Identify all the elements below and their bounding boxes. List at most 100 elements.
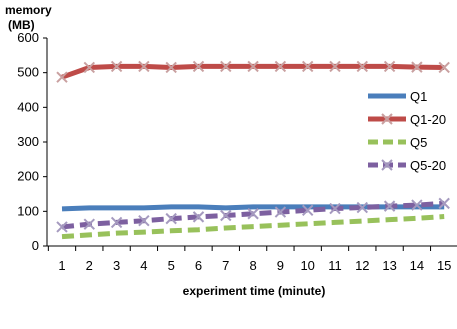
series-q5-20 — [56, 197, 450, 233]
data-point-q1-20-stroke-b — [220, 60, 232, 73]
legend-marker-q5-20 — [381, 159, 393, 171]
data-point-q1-20-stroke-b — [438, 61, 450, 74]
data-point-q5-20-stroke-b — [110, 216, 123, 229]
x-tick-label: 3 — [113, 258, 120, 273]
legend-marker-q5-20-stroke-b — [381, 159, 393, 171]
data-point-q1-20-stroke-b — [56, 71, 68, 83]
legend-item-q1: Q1 — [368, 89, 427, 104]
data-point-q5-20-stroke-b — [383, 200, 396, 212]
data-point-q1-20 — [165, 61, 177, 74]
series-q1-20 — [56, 60, 450, 83]
y-tick-label: 0 — [32, 238, 39, 253]
data-point-q1-20-stroke-b — [383, 60, 396, 73]
data-point-q5-20-stroke-b — [56, 221, 68, 233]
data-point-q1-20-stroke-b — [110, 60, 123, 73]
data-point-q5-20-stroke-b — [274, 206, 287, 218]
data-point-q1-20 — [83, 61, 96, 74]
y-axis-title-line1: memory — [5, 3, 52, 17]
x-tick-label: 7 — [222, 258, 229, 273]
data-point-q1-20 — [56, 71, 68, 83]
legend-item-q5: Q5 — [368, 135, 427, 150]
data-point-q1-20 — [383, 60, 396, 73]
data-point-q5-20 — [56, 221, 68, 233]
data-point-q5-20 — [274, 206, 287, 218]
data-point-q5-20-stroke-b — [165, 212, 177, 225]
y-tick-label: 300 — [17, 134, 39, 149]
data-point-q5-20 — [165, 212, 177, 225]
x-tick-label: 6 — [195, 258, 202, 273]
x-tick-label: 12 — [355, 258, 369, 273]
data-point-q1-20 — [438, 61, 450, 74]
legend-marker-q1-20 — [381, 113, 393, 125]
legend-item-q5-20: Q5-20 — [368, 158, 446, 173]
y-tick-label: 200 — [17, 169, 39, 184]
y-tick-label: 500 — [17, 65, 39, 80]
x-axis-title: experiment time (minute) — [183, 284, 326, 298]
data-point-q1-20 — [411, 61, 423, 73]
x-tick-label: 15 — [437, 258, 451, 273]
data-point-q5-20 — [138, 214, 150, 227]
y-tick-label: 100 — [17, 203, 39, 218]
data-point-q5-20-stroke-b — [83, 218, 96, 230]
x-tick-label: 10 — [300, 258, 314, 273]
legend-label-q5: Q5 — [410, 135, 427, 150]
legend-label-q1-20: Q1-20 — [410, 112, 446, 127]
x-tick-label: 9 — [277, 258, 284, 273]
data-point-q1-20 — [356, 60, 369, 73]
y-tick-label: 400 — [17, 99, 39, 114]
data-point-q5-20 — [192, 211, 205, 223]
series-q5 — [61, 214, 445, 240]
data-point-q1-20-stroke-b — [274, 60, 287, 73]
legend-label-q1: Q1 — [410, 89, 427, 104]
legend-marker-q1-20-stroke-b — [381, 113, 393, 125]
data-point-q5-20-stroke-b — [438, 197, 450, 210]
legend-item-q1-20: Q1-20 — [368, 112, 446, 127]
data-point-q5-20-stroke-b — [192, 211, 205, 223]
y-axis-title-line2: (MB) — [8, 18, 35, 32]
data-point-q5-20-stroke-b — [220, 209, 232, 222]
data-point-q1-20 — [329, 60, 341, 73]
data-point-q1-20 — [192, 60, 205, 73]
data-point-q1-20 — [220, 60, 232, 73]
data-point-q1-20-stroke-b — [192, 60, 205, 73]
data-point-q1-20-stroke-b — [247, 60, 259, 73]
data-point-q5-20-stroke-b — [411, 199, 423, 211]
data-point-q1-20-stroke-b — [329, 60, 341, 73]
x-tick-label: 2 — [86, 258, 93, 273]
data-point-q1-20-stroke-b — [411, 61, 423, 73]
data-point-q5-20 — [438, 197, 450, 210]
data-point-q5-20 — [83, 218, 96, 230]
x-tick-label: 8 — [249, 258, 256, 273]
data-point-q5-20-stroke-b — [329, 202, 341, 215]
x-tick-label: 5 — [168, 258, 175, 273]
data-point-q5-20-stroke-b — [247, 208, 259, 220]
legend-label-q5-20: Q5-20 — [410, 158, 446, 173]
x-tick-label: 1 — [58, 258, 65, 273]
series-layer — [56, 60, 450, 240]
data-point-q5-20 — [411, 199, 423, 211]
legend: Q1 Q1-20 Q5 Q5-20 — [368, 89, 446, 173]
data-point-q1-20-stroke-b — [138, 60, 150, 73]
x-tick-label: 14 — [410, 258, 424, 273]
y-tick-label: 600 — [17, 30, 39, 45]
data-point-q1-20 — [110, 60, 123, 73]
data-point-q5-20 — [356, 201, 369, 214]
data-point-q5-20 — [329, 202, 341, 215]
data-point-q1-20 — [301, 60, 314, 73]
data-point-q1-20 — [247, 60, 259, 73]
data-point-q1-20 — [274, 60, 287, 73]
data-point-q5-20-stroke-b — [301, 204, 314, 217]
data-point-q5-20 — [247, 208, 259, 220]
x-tick-label: 13 — [382, 258, 396, 273]
data-point-q5-20 — [220, 209, 232, 222]
data-point-q5-20 — [383, 200, 396, 212]
data-point-q1-20 — [138, 60, 150, 73]
x-tick-label: 11 — [328, 258, 342, 273]
data-point-q1-20-stroke-b — [83, 61, 96, 74]
x-tick-label: 4 — [140, 258, 147, 273]
data-point-q5-20 — [301, 204, 314, 217]
data-point-q5-20-stroke-b — [356, 201, 369, 214]
data-point-q1-20-stroke-b — [356, 60, 369, 73]
